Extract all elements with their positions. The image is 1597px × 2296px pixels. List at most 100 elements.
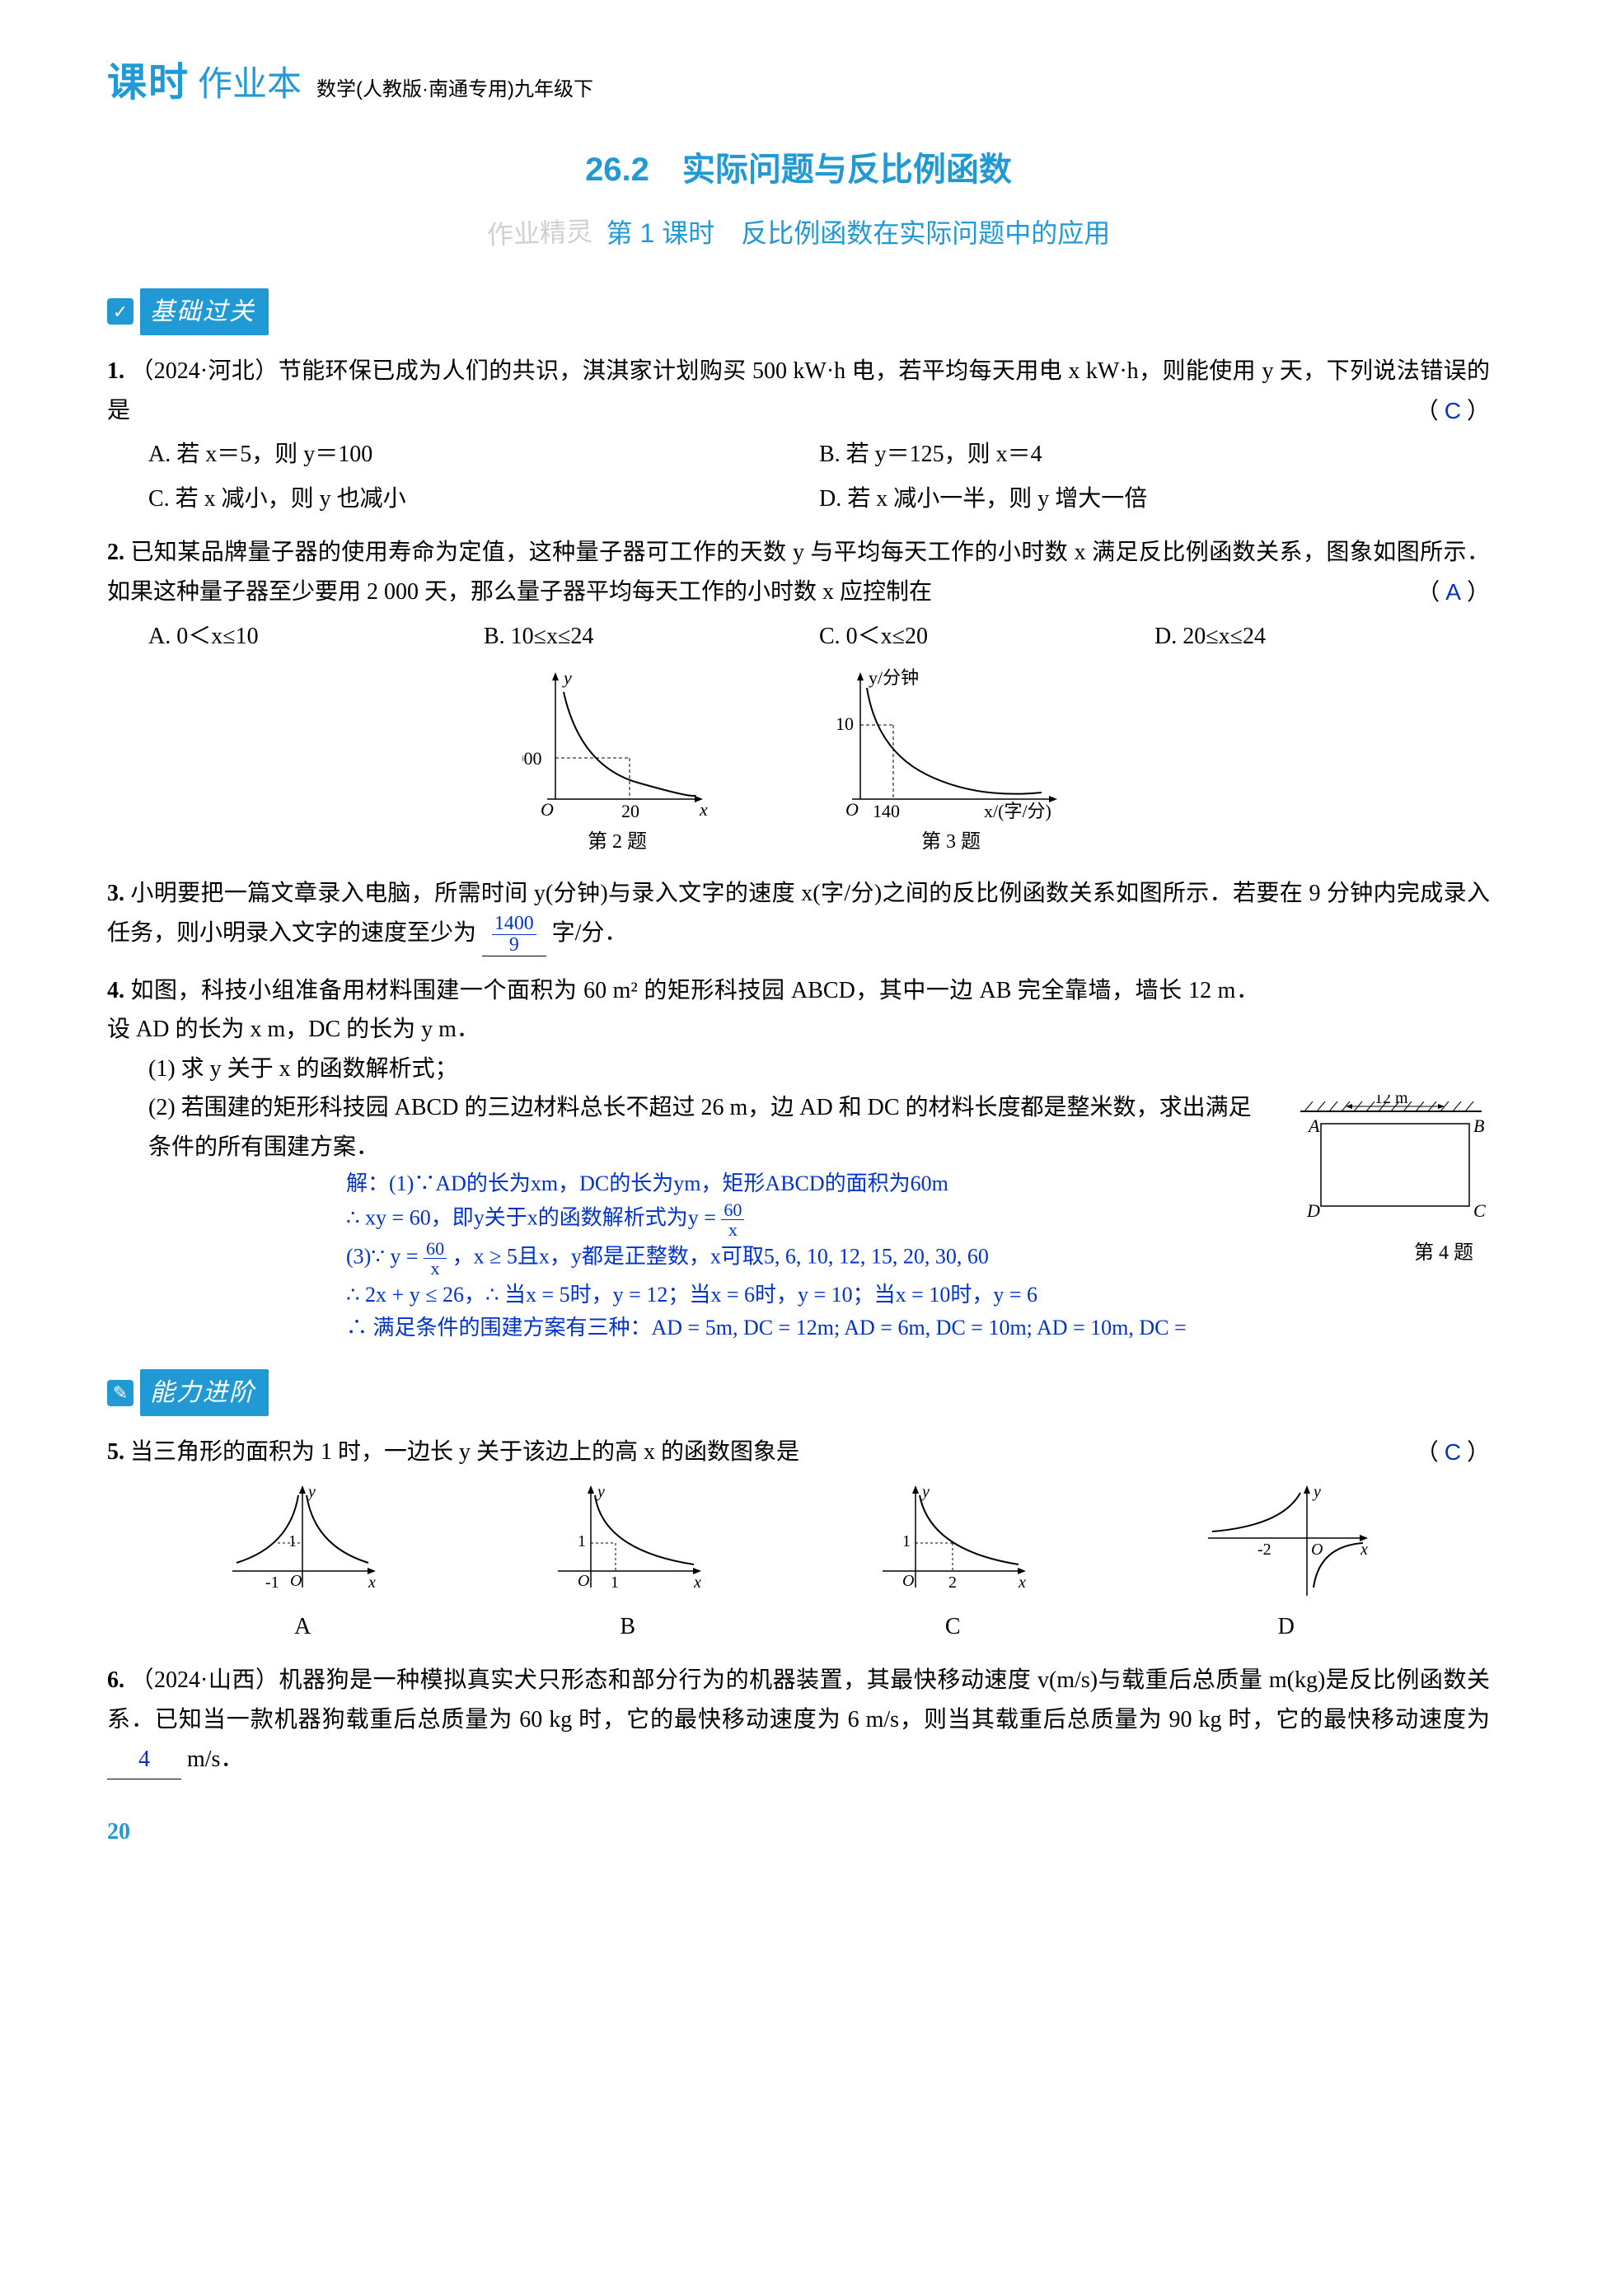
frac-num: 60 xyxy=(424,1239,447,1259)
check-icon: ✓ xyxy=(107,298,133,325)
svg-text:O: O xyxy=(290,1572,302,1590)
bracket-left: （ xyxy=(1416,399,1439,424)
sol-line-5: ∴ 满足条件的围建方案有三种：AD = 5m, DC = 12m; AD = 6… xyxy=(346,1312,1490,1344)
sol-text: ∴ xy = 60，即y关于x的函数解析式为y = xyxy=(346,1206,716,1230)
figure-q2: y x 1 000 20 O 第 2 题 xyxy=(522,667,712,859)
label-a: A xyxy=(1307,1115,1320,1136)
option-label: B xyxy=(550,1607,706,1647)
blank-answer: 1400 9 xyxy=(482,914,546,956)
brand-keshi: 课时 xyxy=(107,49,190,117)
option-images-row: y x O 1 -1 A y x O 1 xyxy=(107,1472,1490,1647)
svg-text:O: O xyxy=(902,1572,914,1590)
x-label: x xyxy=(699,799,708,820)
frac-den: x xyxy=(424,1259,447,1278)
bracket-right: ） xyxy=(1467,1440,1490,1466)
svg-text:y: y xyxy=(920,1483,930,1501)
answer-bracket: （ C ） xyxy=(1416,391,1490,432)
q-text: 当三角形的面积为 1 时，一边长 y 关于该边上的高 x 的函数图象是 xyxy=(130,1439,799,1465)
frac-num: 1400 xyxy=(492,914,536,935)
option-b: B. 10≤x≤24 xyxy=(484,617,819,657)
watermark-text: 作业精灵 xyxy=(486,208,593,257)
q4-part1: (1) 求 y 关于 x 的函数解析式； xyxy=(107,1050,1490,1089)
q-text-a: 小明要把一篇文章录入电脑，所需时间 y(分钟)与录入文字的速度 x(字/分)之间… xyxy=(107,881,1490,946)
option-b-fig: y x O 1 1 B xyxy=(550,1480,706,1647)
y-label: y/分钟 xyxy=(869,667,919,688)
svg-text:y: y xyxy=(307,1483,316,1501)
q-text: 如图，科技小组准备用材料围建一个面积为 60 m² 的矩形科技园 ABCD，其中… xyxy=(107,978,1259,1043)
option-c: C. 0＜x≤20 xyxy=(819,617,1154,657)
section-title: 26.2 实际问题与反比例函数 xyxy=(107,142,1490,198)
section-flag-jichu: ✓ 基础过关 xyxy=(107,288,1490,335)
option-d: D. 20≤x≤24 xyxy=(1154,617,1490,657)
rect-diagram: 12 m A B C D 第 4 题 xyxy=(1276,1095,1490,1270)
bracket-right: ） xyxy=(1467,399,1490,424)
y-tick: 10 xyxy=(836,713,854,734)
svg-text:x: x xyxy=(1018,1574,1026,1592)
wall-label: 12 m xyxy=(1375,1095,1408,1107)
option-label: C xyxy=(874,1607,1031,1647)
origin-label: O xyxy=(845,799,859,820)
frac-num: 60 xyxy=(721,1200,744,1220)
svg-text:-1: -1 xyxy=(265,1574,279,1592)
svg-text:1: 1 xyxy=(902,1532,911,1550)
option-a-fig: y x O 1 -1 A xyxy=(224,1480,381,1647)
svg-text:-2: -2 xyxy=(1257,1541,1272,1559)
y-tick: 1 000 xyxy=(522,748,542,769)
q-text-b: m/s． xyxy=(187,1747,243,1772)
frac-den: x xyxy=(721,1220,744,1239)
question-1: 1. （2024·河北）节能环保已成为人们的共识，淇淇家计划购买 500 kW·… xyxy=(107,352,1490,518)
option-label: D xyxy=(1200,1607,1373,1647)
label-b: B xyxy=(1473,1115,1484,1136)
section-flag-nengli: ✎ 能力进阶 xyxy=(107,1369,1490,1416)
svg-text:1: 1 xyxy=(288,1532,297,1550)
q-text-b: 字/分． xyxy=(552,920,628,946)
y-label: y xyxy=(562,667,572,688)
figure-q3: y/分钟 x/(字/分) 10 140 O 第 3 题 xyxy=(827,667,1075,859)
brand-zuoye: 作业本 xyxy=(198,54,302,113)
sol-line-4: ∴ 2x + y ≤ 26，∴ 当x = 5时，y = 12；当x = 6时，y… xyxy=(346,1279,1490,1312)
question-4: 4. 如图，科技小组准备用材料围建一个面积为 60 m² 的矩形科技园 ABCD… xyxy=(107,971,1490,1345)
svg-text:1: 1 xyxy=(611,1574,619,1592)
option-a: A. 若 x＝5，则 y＝100 xyxy=(148,435,819,475)
q-number: 4. xyxy=(107,978,124,1003)
flag-label: 能力进阶 xyxy=(140,1369,269,1416)
frac-den: 9 xyxy=(492,935,536,956)
q-number: 6. xyxy=(107,1667,124,1693)
answer-letter: A xyxy=(1445,579,1461,605)
svg-text:O: O xyxy=(1311,1541,1323,1559)
q-number: 5. xyxy=(107,1439,124,1465)
pencil-icon: ✎ xyxy=(107,1380,133,1406)
q-number: 1. xyxy=(107,358,124,384)
page-header: 课时 作业本 数学(人教版·南通专用)九年级下 xyxy=(107,49,1490,117)
origin-label: O xyxy=(541,799,554,820)
bracket-right: ） xyxy=(1467,580,1490,606)
lesson-text: 第 1 课时 反比例函数在实际问题中的应用 xyxy=(606,218,1111,248)
q-number: 3. xyxy=(107,881,124,906)
figure-caption: 第 4 题 xyxy=(1276,1237,1490,1270)
page-number: 20 xyxy=(107,1812,1490,1852)
option-d: D. 若 x 减小一半，则 y 增大一倍 xyxy=(819,479,1490,519)
label-c: C xyxy=(1473,1200,1486,1221)
x-tick: 20 xyxy=(621,801,639,821)
blank-answer: 4 xyxy=(107,1740,181,1780)
question-5: 5. 当三角形的面积为 1 时，一边长 y 关于该边上的高 x 的函数图象是 （… xyxy=(107,1433,1490,1646)
svg-text:y: y xyxy=(596,1483,605,1501)
figures-row: y x 1 000 20 O 第 2 题 y/分钟 x/(字/分) 10 140 xyxy=(107,667,1490,859)
figure-caption: 第 3 题 xyxy=(827,825,1075,859)
answer-bracket: （ C ） xyxy=(1416,1433,1490,1473)
option-c-fig: y x O 1 2 C xyxy=(874,1480,1031,1647)
option-d-fig: y x O -2 D xyxy=(1200,1480,1373,1647)
bracket-left: （ xyxy=(1417,580,1440,606)
option-b: B. 若 y＝125，则 x＝4 xyxy=(819,435,1490,475)
svg-text:x: x xyxy=(368,1574,376,1592)
option-c: C. 若 x 减小，则 y 也减小 xyxy=(148,479,819,519)
q-text: 已知某品牌量子器的使用寿命为定值，这种量子器可工作的天数 y 与平均每天工作的小… xyxy=(107,540,1490,605)
q-text: （2024·河北）节能环保已成为人们的共识，淇淇家计划购买 500 kW·h 电… xyxy=(107,358,1490,423)
answer-letter: C xyxy=(1445,1439,1461,1465)
x-label: x/(字/分) xyxy=(984,801,1051,821)
flag-label: 基础过关 xyxy=(140,288,269,335)
q-text-a: （2024·山西）机器狗是一种模拟真实犬只形态和部分行为的机器装置，其最快移动速… xyxy=(107,1667,1490,1733)
question-6: 6. （2024·山西）机器狗是一种模拟真实犬只形态和部分行为的机器装置，其最快… xyxy=(107,1661,1490,1779)
answer-bracket: （ A ） xyxy=(1417,573,1490,613)
figure-caption: 第 2 题 xyxy=(522,825,712,859)
